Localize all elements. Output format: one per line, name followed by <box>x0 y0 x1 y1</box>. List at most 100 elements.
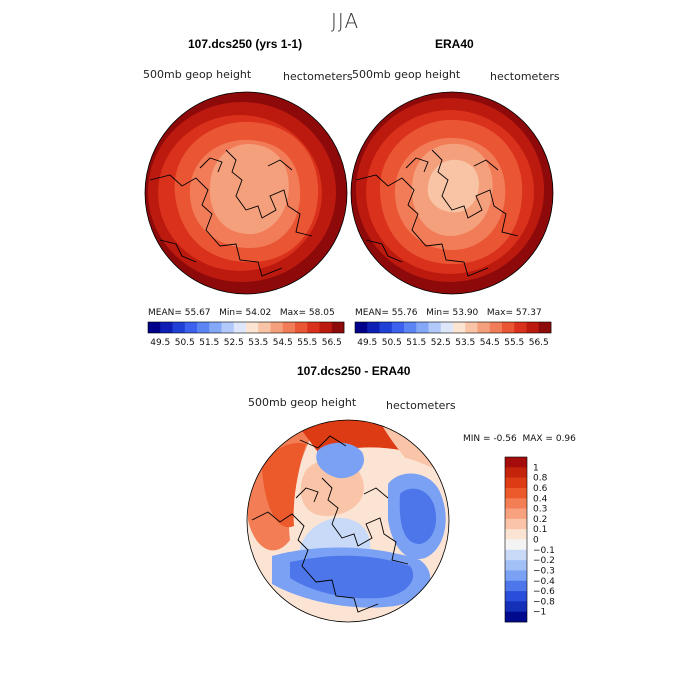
colorbar-swatch <box>379 322 393 333</box>
coastline <box>251 435 409 613</box>
colorbar-tick-label: 53.5 <box>248 338 268 348</box>
colorbar-tick-label: −1 <box>533 608 546 618</box>
max-value: 58.05 <box>308 308 335 318</box>
variable-label-model: 500mb geop height <box>143 68 252 81</box>
colorbar-swatch <box>526 322 540 333</box>
colorbar-tick-label: −0.1 <box>533 546 555 556</box>
colorbar-swatch <box>428 322 442 333</box>
colorbar-swatch <box>505 601 527 612</box>
colorbar-swatch <box>307 322 320 333</box>
colorbar-swatch <box>505 560 527 571</box>
colorbar-swatch <box>505 611 527 623</box>
min-value: -0.56 <box>493 434 517 444</box>
colorbar-swatch <box>331 322 345 333</box>
colorbar-tick-label: 0.2 <box>533 515 547 525</box>
colorbar-era40: 49.5 50.5 51.5 52.5 53.5 54.5 55.5 56.5 <box>354 321 552 348</box>
colorbar-swatch <box>477 322 491 333</box>
colorbar-tick-label: 54.5 <box>480 338 500 348</box>
colorbar-swatch <box>416 322 429 333</box>
colorbar-swatch <box>233 322 247 333</box>
colorbar-tick-label: 55.5 <box>297 338 317 348</box>
coastline <box>355 149 519 277</box>
colorbar-swatch <box>514 322 527 333</box>
colorbar-swatch <box>505 467 527 478</box>
mean-value: 55.67 <box>184 308 211 318</box>
variable-label-era40: 500mb geop height <box>352 68 461 81</box>
colorbar-swatch <box>148 322 161 333</box>
variable-label-diff: 500mb geop height <box>248 396 357 409</box>
colorbar-tick-label: −0.3 <box>533 566 555 576</box>
colorbar-model: 49.5 50.5 51.5 52.5 53.5 54.5 55.5 56.5 <box>147 321 345 348</box>
colorbar-tick-label: 54.5 <box>273 338 293 348</box>
colorbar-frame <box>504 456 528 623</box>
colorbar-swatch <box>282 322 296 333</box>
colorbar-tick-label: 0.6 <box>533 484 548 494</box>
map-era40 <box>351 92 553 294</box>
colorbar-swatch <box>391 322 405 333</box>
min-value: 54.02 <box>245 308 272 318</box>
colorbar-tick-label: 0.8 <box>533 474 548 484</box>
map-border <box>350 91 554 295</box>
colorbar-tick-label: −0.8 <box>533 597 555 607</box>
colorbar-swatch <box>295 322 308 333</box>
colorbar-swatch <box>319 322 333 333</box>
colorbar-tick-label: 50.5 <box>382 338 402 348</box>
min-label: Min= <box>219 308 243 318</box>
colorbar-tick-label: −0.6 <box>533 587 555 597</box>
panel-title-era40: ERA40 <box>435 37 474 51</box>
colorbar-diff: 10.80.60.40.30.20.10−0.1−0.2−0.3−0.4−0.6… <box>504 456 555 623</box>
colorbar-frame <box>147 321 345 334</box>
colorbar-tick-label: 52.5 <box>431 338 451 348</box>
colorbar-tick-label: 49.5 <box>150 338 170 348</box>
colorbar-tick-label: 56.5 <box>529 338 549 348</box>
colorbar-swatch <box>505 580 527 592</box>
contour-band <box>209 144 289 235</box>
colorbar-swatch <box>258 322 271 333</box>
colorbar-swatch <box>505 477 527 489</box>
contour-band <box>316 442 364 479</box>
colorbar-tick-label: 0.3 <box>533 505 547 515</box>
mean-label: MEAN= <box>148 308 182 318</box>
colorbar-swatch <box>270 322 284 333</box>
colorbar-tick-label: 50.5 <box>175 338 195 348</box>
max-label: Max= <box>279 308 307 318</box>
colorbar-tick-label: 51.5 <box>199 338 219 348</box>
min-value: 53.90 <box>452 308 479 318</box>
colorbar-swatch <box>440 322 454 333</box>
units-label-model: hectometers <box>283 70 353 83</box>
colorbar-tick-label: 52.5 <box>224 338 244 348</box>
colorbar-tick-label: 1 <box>533 463 539 473</box>
colorbar-swatch <box>538 322 552 333</box>
colorbar-swatch <box>160 322 173 333</box>
map-model <box>145 92 347 294</box>
colorbar-tick-label: −0.4 <box>533 577 555 587</box>
colorbar-tick-label: 0.1 <box>533 525 547 535</box>
contour-band <box>290 555 414 599</box>
panel-title-diff: 107.dcs250 - ERA40 <box>297 364 411 378</box>
units-label-era40: hectometers <box>490 70 560 83</box>
mean-value: 55.76 <box>391 308 418 318</box>
stats-era40: MEAN= 55.76 Min= 53.90 Max= 57.37 <box>355 308 542 318</box>
colorbar-swatch <box>404 322 417 333</box>
colorbar-swatch <box>465 322 478 333</box>
colorbar-swatch <box>221 322 235 333</box>
colorbar-swatch <box>505 549 527 561</box>
contour-band <box>427 159 480 213</box>
map-border <box>144 91 348 295</box>
colorbar-swatch <box>505 570 527 582</box>
colorbar-swatch <box>505 457 527 468</box>
colorbar-swatch <box>367 322 380 333</box>
colorbar-tick-label: 0.4 <box>533 494 548 504</box>
max-value: 57.37 <box>515 308 542 318</box>
stats-model: MEAN= 55.67 Min= 54.02 Max= 58.05 <box>148 308 335 318</box>
colorbar-swatch <box>355 322 368 333</box>
min-label: Min= <box>426 308 450 318</box>
colorbar-swatch <box>453 322 466 333</box>
colorbar-swatch <box>505 591 527 602</box>
colorbar-tick-label: 49.5 <box>357 338 377 348</box>
colorbar-swatch <box>489 322 503 333</box>
max-label: Max= <box>486 308 514 318</box>
max-value: 0.96 <box>555 434 576 444</box>
contour-band <box>399 488 437 544</box>
